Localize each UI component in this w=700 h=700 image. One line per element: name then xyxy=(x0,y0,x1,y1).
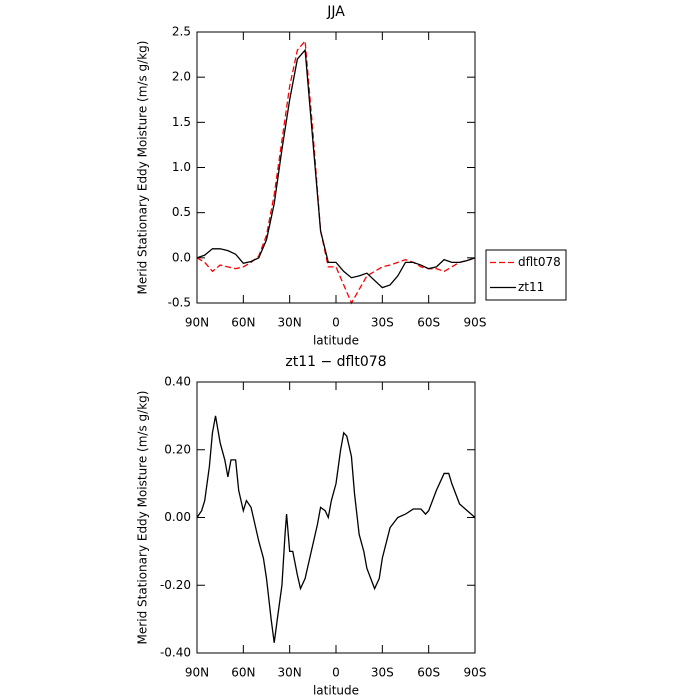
x-tick-label: 60S xyxy=(417,666,440,680)
y-tick-label: 2.0 xyxy=(172,70,191,84)
y-tick-label: -0.5 xyxy=(168,296,191,310)
legend-label: zt11 xyxy=(518,280,544,294)
x-tick-label: 90N xyxy=(185,666,209,680)
y-tick-label: 0.5 xyxy=(172,205,191,219)
legend-box xyxy=(485,249,567,301)
y-tick-label: 0.20 xyxy=(164,442,191,456)
y-tick-label: 1.0 xyxy=(172,160,191,174)
x-tick-label: 30N xyxy=(278,666,302,680)
y-tick-label: -0.40 xyxy=(160,646,191,660)
y-tick-label: 0.00 xyxy=(164,510,191,524)
legend-label: dflt078 xyxy=(518,255,561,269)
y-axis-label: Merid Stationary Eddy Moisture (m/s g/kg… xyxy=(136,391,150,645)
x-tick-label: 60N xyxy=(231,666,255,680)
y-tick-label: 0.0 xyxy=(172,250,191,264)
chart-title: JJA xyxy=(326,4,345,20)
x-tick-label: 30S xyxy=(371,666,394,680)
y-tick-label: -0.20 xyxy=(160,578,191,592)
x-tick-label: 90S xyxy=(464,316,487,330)
plot-frame xyxy=(196,381,476,654)
data-line xyxy=(196,415,476,643)
x-tick-label: 90S xyxy=(464,666,487,680)
x-tick-label: 30S xyxy=(371,316,394,330)
chart-title: zt11 − dflt078 xyxy=(285,354,386,370)
y-tick-label: 1.5 xyxy=(172,115,191,129)
x-axis-label: latitude xyxy=(313,684,359,698)
y-tick-label: 2.5 xyxy=(172,25,191,39)
data-line xyxy=(196,48,476,289)
plot-frame xyxy=(196,31,476,304)
x-tick-label: 90N xyxy=(185,316,209,330)
x-tick-label: 30N xyxy=(278,316,302,330)
x-axis-label: latitude xyxy=(313,334,359,348)
data-line xyxy=(196,39,476,305)
x-tick-label: 60N xyxy=(231,316,255,330)
y-tick-label: 0.40 xyxy=(164,375,191,389)
x-tick-label: 60S xyxy=(417,316,440,330)
x-tick-label: 0 xyxy=(332,666,340,680)
y-axis-label: Merid Stationary Eddy Moisture (m/s g/kg… xyxy=(136,41,150,295)
x-tick-label: 0 xyxy=(332,316,340,330)
